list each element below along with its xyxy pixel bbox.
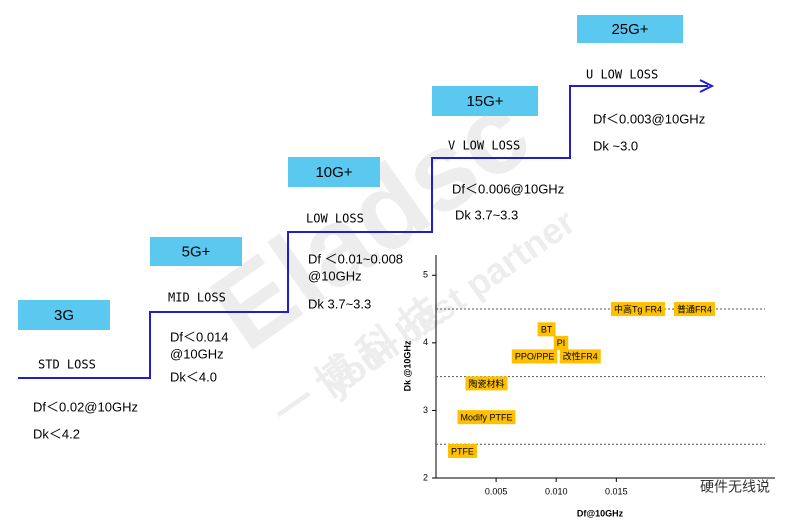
loss-label: LOW LOSS — [306, 212, 364, 226]
spec-text: Dk 3.7~3.3 — [455, 207, 518, 222]
speed-box — [288, 157, 380, 187]
material-point — [673, 302, 715, 317]
x-tick-label: 0.015 — [605, 486, 628, 496]
material-point — [465, 376, 508, 391]
speed-box — [18, 300, 110, 330]
speed-box — [432, 86, 538, 116]
spec-text: Df ＜0.01~0.008 — [308, 251, 403, 266]
loss-label: U LOW LOSS — [586, 68, 658, 82]
material-label: Modify PTFE — [460, 413, 512, 423]
speed-label: 25G+ — [611, 21, 648, 38]
material-label: BT — [541, 325, 553, 335]
speed-label: 5G+ — [182, 243, 211, 260]
spec-text: Df＜0.003@10GHz — [593, 111, 705, 126]
y-tick-label: 5 — [423, 270, 428, 280]
y-tick-label: 4 — [423, 337, 428, 347]
spec-text: @10GHz — [170, 346, 224, 361]
material-label: 普通FR4 — [677, 303, 712, 314]
y-tick-label: 3 — [423, 405, 428, 415]
speed-label: 10G+ — [315, 164, 352, 181]
loss-label: MID LOSS — [168, 291, 226, 305]
watermark-account: 硬件无线说 — [700, 479, 770, 495]
loss-label: STD LOSS — [38, 358, 96, 372]
material-point — [511, 349, 558, 364]
material-point — [457, 410, 516, 425]
speed-label: 15G+ — [466, 93, 503, 110]
speed-box — [150, 237, 242, 266]
steps: 3G STD LOSS Df＜0.02@10GHz Dk＜4.2 5G+ MID LOSS… — [18, 15, 705, 441]
spec-text: Df＜0.014 — [170, 329, 229, 344]
material-point — [559, 349, 601, 364]
speed-box — [577, 15, 683, 43]
material-label: PPO/PPE — [515, 352, 555, 362]
material-label: 陶瓷材料 — [468, 378, 504, 389]
material-label: PI — [557, 338, 566, 348]
step-line — [18, 85, 708, 379]
material-label: 改性FR4 — [563, 351, 598, 362]
spec-text: Dk ~3.0 — [593, 138, 638, 153]
x-tick-label: 0.005 — [485, 486, 508, 496]
material-point — [537, 322, 556, 337]
y-axis-title: Dk @10GHz — [402, 340, 412, 391]
material-label: 中高Tg FR4 — [614, 303, 662, 314]
spec-text: @10GHz — [308, 268, 362, 283]
material-point — [447, 443, 477, 458]
spec-text: Dk＜4.0 — [170, 369, 217, 384]
x-axis-title: Df@10GHz — [577, 508, 624, 518]
material-label: PTFE — [451, 446, 474, 456]
inset-chart: 2 3 4 5 0.005 0.010 0.015 Dk @10GHz Df@10GHz 中高Tg… — [402, 255, 775, 518]
spec-text: Dk＜4.2 — [33, 426, 80, 441]
loss-label: V LOW LOSS — [448, 139, 520, 153]
arrow-head — [699, 79, 715, 93]
material-point — [610, 302, 665, 317]
spec-text: Df＜0.02@10GHz — [33, 399, 138, 414]
x-tick-label: 0.010 — [545, 486, 568, 496]
material-point — [553, 335, 569, 350]
speed-label: 3G — [54, 307, 74, 324]
y-tick-label: 2 — [423, 472, 428, 482]
spec-text: Dk 3.7~3.3 — [308, 296, 371, 311]
spec-text: Df＜0.006@10GHz — [452, 181, 564, 196]
